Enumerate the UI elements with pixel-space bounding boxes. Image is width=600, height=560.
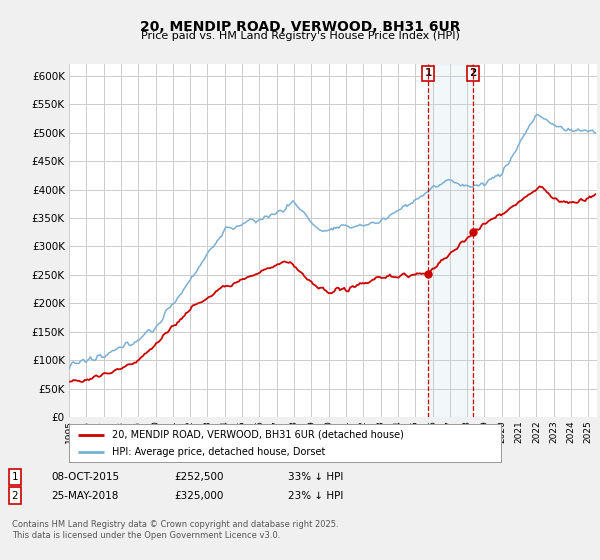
Text: 33% ↓ HPI: 33% ↓ HPI bbox=[288, 472, 343, 482]
Text: 2: 2 bbox=[469, 68, 476, 78]
Text: 25-MAY-2018: 25-MAY-2018 bbox=[51, 491, 118, 501]
Text: 1: 1 bbox=[425, 68, 432, 78]
Text: 2: 2 bbox=[11, 491, 19, 501]
Text: 20, MENDIP ROAD, VERWOOD, BH31 6UR (detached house): 20, MENDIP ROAD, VERWOOD, BH31 6UR (deta… bbox=[112, 430, 404, 440]
Text: Contains HM Land Registry data © Crown copyright and database right 2025.
This d: Contains HM Land Registry data © Crown c… bbox=[12, 520, 338, 540]
Text: 20, MENDIP ROAD, VERWOOD, BH31 6UR: 20, MENDIP ROAD, VERWOOD, BH31 6UR bbox=[140, 20, 460, 34]
Text: 1: 1 bbox=[11, 472, 19, 482]
Text: 23% ↓ HPI: 23% ↓ HPI bbox=[288, 491, 343, 501]
Text: Price paid vs. HM Land Registry's House Price Index (HPI): Price paid vs. HM Land Registry's House … bbox=[140, 31, 460, 41]
Bar bbox=[428, 64, 473, 417]
Text: £252,500: £252,500 bbox=[174, 472, 223, 482]
Text: £325,000: £325,000 bbox=[174, 491, 223, 501]
Text: HPI: Average price, detached house, Dorset: HPI: Average price, detached house, Dors… bbox=[112, 447, 326, 458]
Text: 08-OCT-2015: 08-OCT-2015 bbox=[51, 472, 119, 482]
